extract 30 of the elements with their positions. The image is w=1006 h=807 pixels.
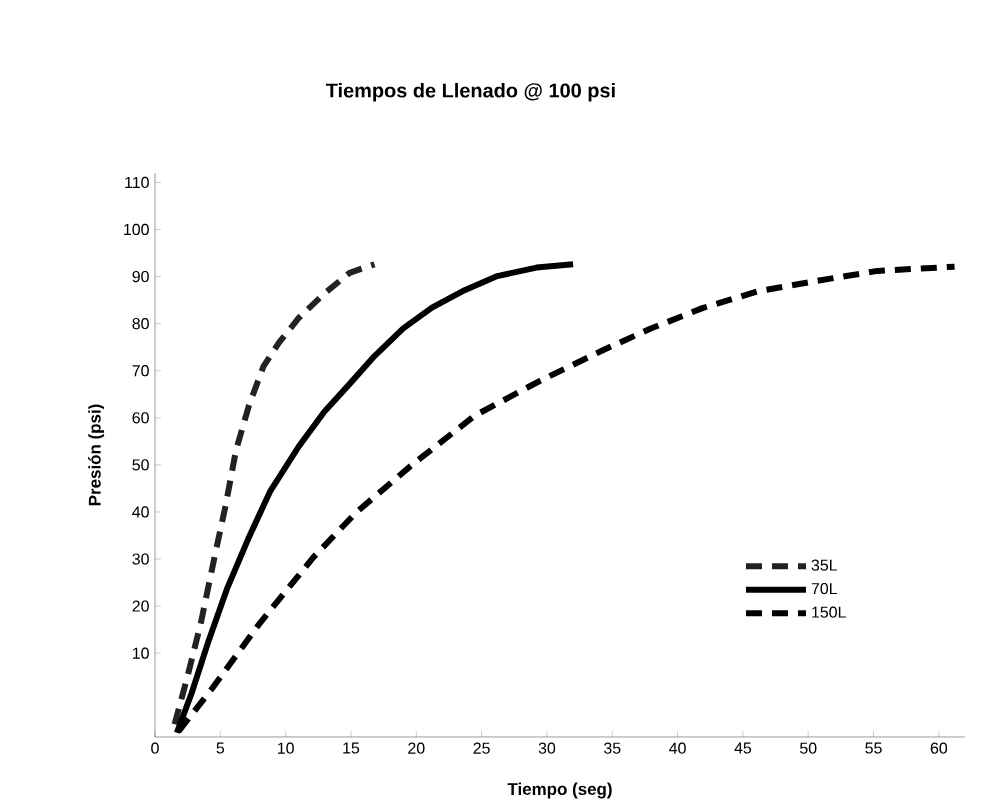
y-tick-label: 100 <box>124 223 149 236</box>
x-tick-label: 60 <box>930 742 948 754</box>
y-axis-title: Presión (psi) <box>88 404 105 506</box>
chart-title: Tiempos de Llenado @ 100 psi <box>325 82 615 102</box>
x-tick-label: 45 <box>734 742 752 754</box>
x-tick-label: 25 <box>473 742 490 754</box>
y-tick-label: 30 <box>132 553 149 565</box>
y-tick-label: 50 <box>132 459 149 471</box>
y-tick-label: 20 <box>132 600 149 612</box>
x-tick-label: 20 <box>408 742 425 754</box>
x-tick-label: 55 <box>865 742 882 754</box>
x-tick-label: 0 <box>151 742 159 754</box>
y-tick-label: 80 <box>132 318 149 330</box>
y-tick-label: 70 <box>132 365 149 377</box>
x-tick-label: 15 <box>343 742 360 754</box>
x-tick-label: 40 <box>669 742 686 754</box>
y-tick-label: 40 <box>132 506 149 518</box>
x-tick-label: 10 <box>278 742 294 754</box>
y-tick-label: 10 <box>132 647 149 659</box>
x-tick-label: 30 <box>538 742 556 754</box>
legend-label: 150L <box>812 606 846 618</box>
x-axis-title: Tiempo (seg) <box>507 782 612 799</box>
x-tick-label: 50 <box>800 742 817 754</box>
x-tick-label: 35 <box>604 742 621 754</box>
y-tick-label: 110 <box>125 176 149 189</box>
x-tick-label: 5 <box>216 742 225 754</box>
y-tick-label: 60 <box>132 412 149 424</box>
y-tick-label: 90 <box>132 270 149 283</box>
legend-label: 35L <box>811 559 838 571</box>
legend-label: 70L <box>811 582 838 595</box>
